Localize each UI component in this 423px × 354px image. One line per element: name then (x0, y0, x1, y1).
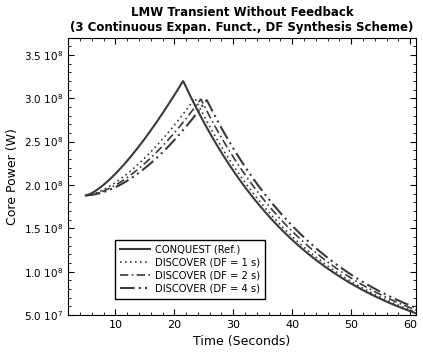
DISCOVER (DF = 4 s) (413, 306, 418, 310)
DISCOVER (DF = 2 s) (83, 193, 88, 198)
DISCOVER (DF = 4 s) (104, 189, 109, 193)
DISCOVER (DF = 1 s) (275, 220, 280, 224)
DISCOVER (DF = 1 s) (294, 239, 299, 243)
DISCOVER (DF = 2 s) (334, 267, 339, 271)
CONQUEST (Ref.) (104, 181, 109, 185)
CONQUEST (Ref.) (181, 79, 186, 83)
DISCOVER (DF = 2 s) (368, 287, 373, 292)
DISCOVER (DF = 2 s) (294, 233, 299, 238)
DISCOVER (DF = 2 s) (198, 97, 203, 101)
Y-axis label: Core Power (W): Core Power (W) (5, 128, 19, 225)
CONQUEST (Ref.) (334, 273, 339, 277)
DISCOVER (DF = 4 s) (284, 218, 289, 222)
DISCOVER (DF = 4 s) (334, 263, 339, 267)
DISCOVER (DF = 4 s) (294, 228, 299, 232)
Line: CONQUEST (Ref.): CONQUEST (Ref.) (86, 81, 416, 313)
Legend: CONQUEST (Ref.), DISCOVER (DF = 1 s), DISCOVER (DF = 2 s), DISCOVER (DF = 4 s): CONQUEST (Ref.), DISCOVER (DF = 1 s), DI… (115, 240, 265, 299)
CONQUEST (Ref.) (83, 193, 88, 198)
DISCOVER (DF = 1 s) (192, 96, 198, 101)
DISCOVER (DF = 2 s) (413, 308, 418, 312)
CONQUEST (Ref.) (275, 224, 280, 228)
Line: DISCOVER (DF = 4 s): DISCOVER (DF = 4 s) (86, 100, 416, 308)
CONQUEST (Ref.) (294, 242, 299, 246)
DISCOVER (DF = 4 s) (83, 193, 88, 198)
DISCOVER (DF = 1 s) (334, 270, 339, 274)
CONQUEST (Ref.) (413, 311, 418, 315)
Title: LMW Transient Without Feedback
(3 Continuous Expan. Funct., DF Synthesis Scheme): LMW Transient Without Feedback (3 Contin… (70, 6, 414, 34)
DISCOVER (DF = 4 s) (368, 284, 373, 289)
CONQUEST (Ref.) (284, 233, 289, 237)
CONQUEST (Ref.) (368, 292, 373, 296)
Line: DISCOVER (DF = 2 s): DISCOVER (DF = 2 s) (86, 99, 416, 310)
DISCOVER (DF = 1 s) (413, 310, 418, 314)
DISCOVER (DF = 4 s) (204, 98, 209, 102)
DISCOVER (DF = 1 s) (104, 186, 109, 190)
Line: DISCOVER (DF = 1 s): DISCOVER (DF = 1 s) (86, 98, 416, 312)
X-axis label: Time (Seconds): Time (Seconds) (193, 336, 291, 348)
DISCOVER (DF = 1 s) (284, 229, 289, 233)
DISCOVER (DF = 1 s) (83, 193, 88, 198)
DISCOVER (DF = 2 s) (104, 188, 109, 192)
DISCOVER (DF = 2 s) (284, 224, 289, 228)
DISCOVER (DF = 1 s) (368, 290, 373, 295)
DISCOVER (DF = 2 s) (275, 214, 280, 218)
DISCOVER (DF = 4 s) (275, 208, 280, 212)
